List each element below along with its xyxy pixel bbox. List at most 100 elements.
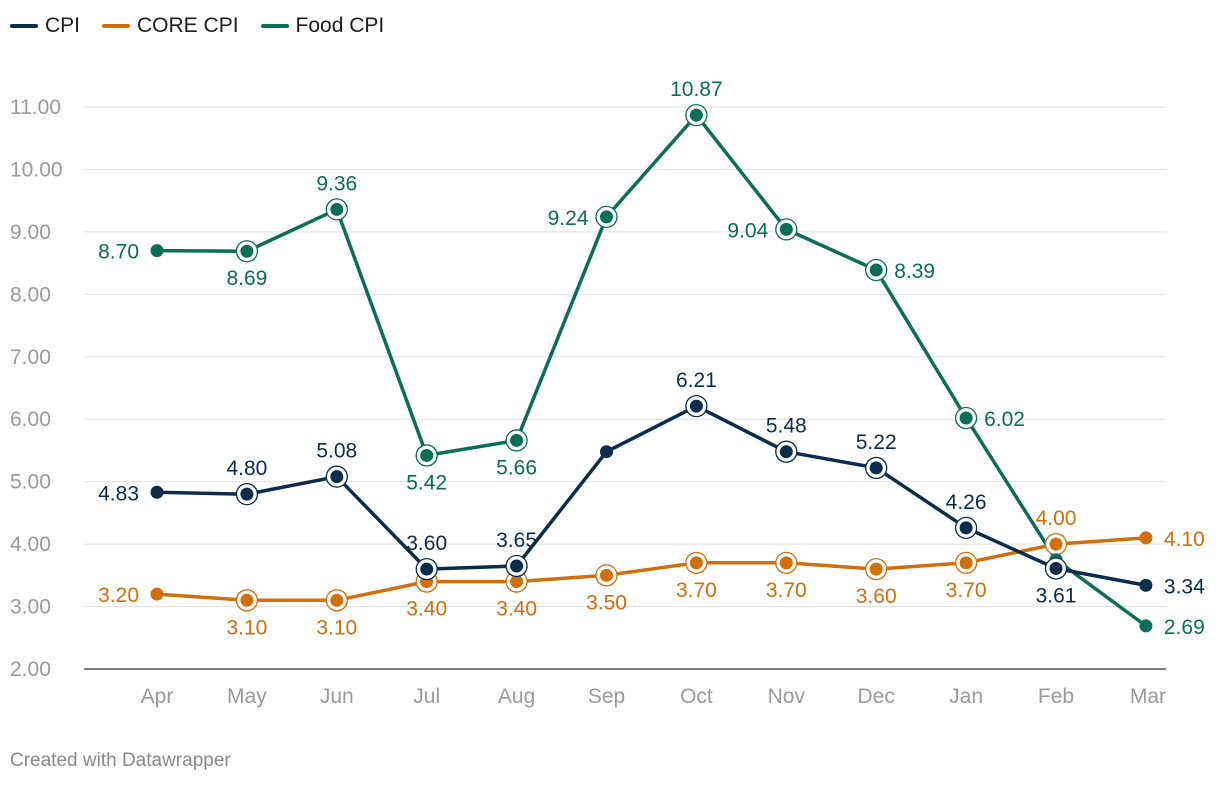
y-axis: 2.00 3.00 4.00 5.00 6.00 7.00 8.00 9.00 10.00 11.… — [10, 96, 1166, 681]
legend-swatch-food-cpi — [260, 24, 289, 28]
legend-item-food-cpi: Food CPI — [260, 14, 385, 38]
data-point-core-cpi — [510, 575, 524, 589]
data-point-cpi — [240, 487, 254, 501]
data-point-food-cpi — [600, 210, 613, 224]
data-label-core-cpi: 3.60 — [856, 585, 897, 608]
data-point-food-cpi — [869, 263, 883, 277]
data-point-cpi — [959, 521, 973, 535]
x-tick-label: Jul — [413, 685, 440, 708]
data-point-cpi — [689, 399, 703, 413]
data-label-cpi: 5.22 — [856, 431, 897, 454]
data-point-cpi — [869, 461, 883, 475]
x-tick-label: Jan — [949, 685, 983, 708]
data-point-core-cpi — [689, 556, 703, 570]
data-label-core-cpi: 3.10 — [316, 616, 357, 639]
data-point-food-cpi — [420, 448, 434, 462]
data-label-food-cpi: 8.69 — [226, 267, 267, 290]
legend-item-core-cpi: CORE CPI — [102, 14, 239, 38]
series-line-cpi — [155, 404, 1148, 588]
data-point-food-cpi — [330, 202, 344, 216]
chart-legend: CPI CORE CPI Food CPI — [10, 14, 384, 38]
data-label-cpi: 5.08 — [316, 440, 357, 463]
data-point-core-cpi — [600, 568, 613, 582]
data-label-core-cpi: 3.50 — [586, 591, 627, 614]
data-label-cpi: 6.21 — [676, 369, 717, 392]
data-point-core-cpi — [779, 556, 793, 570]
data-point-cpi — [330, 470, 344, 484]
data-point-cpi — [150, 485, 164, 499]
data-label-cpi: 3.61 — [1036, 584, 1077, 607]
data-label-food-cpi: 9.04 — [727, 219, 768, 242]
x-tick-label: Apr — [141, 685, 174, 708]
x-tick-label: Oct — [680, 685, 713, 708]
data-label-core-cpi: 4.10 — [1164, 528, 1205, 551]
legend-label-cpi: CPI — [45, 14, 81, 37]
data-label-food-cpi: 8.70 — [98, 241, 139, 264]
x-tick-label: Dec — [858, 685, 895, 708]
data-label-food-cpi: 9.36 — [316, 172, 357, 195]
y-tick-label: 9.00 — [10, 221, 51, 244]
x-tick-label: Mar — [1130, 685, 1166, 708]
data-point-core-cpi — [330, 593, 344, 607]
footer-credit: Created with Datawrapper — [10, 750, 231, 771]
legend-label-food-cpi: Food CPI — [295, 14, 385, 37]
data-label-core-cpi: 3.40 — [406, 598, 447, 621]
data-label-food-cpi: 10.87 — [670, 78, 723, 101]
x-tick-label: May — [227, 685, 267, 708]
data-label-cpi: 4.83 — [98, 482, 139, 505]
data-label-core-cpi: 3.40 — [496, 598, 537, 621]
data-point-cpi — [779, 445, 793, 459]
data-point-cpi — [1139, 578, 1153, 592]
y-tick-label: 4.00 — [10, 533, 51, 556]
data-label-food-cpi: 2.69 — [1164, 616, 1205, 639]
data-point-core-cpi — [150, 587, 164, 601]
y-tick-label: 7.00 — [10, 346, 51, 369]
data-label-cpi: 3.60 — [406, 532, 447, 555]
data-label-cpi: 4.26 — [946, 491, 987, 514]
data-label-food-cpi: 8.39 — [894, 260, 935, 283]
series-line-core-cpi — [155, 536, 1148, 603]
data-point-core-cpi — [240, 593, 254, 607]
y-tick-label: 11.00 — [10, 96, 61, 119]
x-axis: Apr May Jun Jul Aug Sep Oct Nov Dec Jan Feb Mar — [141, 685, 1166, 708]
legend-swatch-cpi — [10, 24, 38, 28]
data-point-core-cpi — [1139, 531, 1153, 545]
data-point-food-cpi — [1139, 619, 1153, 633]
legend-swatch-core-cpi — [102, 24, 131, 28]
legend-label-core-cpi: CORE CPI — [137, 14, 239, 37]
data-point-food-cpi — [689, 108, 703, 122]
x-tick-label: Nov — [768, 685, 806, 708]
data-point-food-cpi — [779, 222, 793, 236]
data-point-food-cpi — [959, 411, 973, 425]
x-tick-label: Sep — [588, 685, 625, 708]
data-label-core-cpi: 3.70 — [676, 579, 717, 602]
data-point-cpi — [1049, 561, 1063, 575]
data-label-food-cpi: 9.24 — [548, 207, 589, 230]
x-tick-label: Feb — [1038, 685, 1074, 708]
data-point-food-cpi — [240, 244, 254, 258]
y-tick-label: 3.00 — [10, 596, 51, 619]
data-point-core-cpi — [869, 562, 883, 576]
data-point-food-cpi — [510, 433, 524, 447]
data-label-food-cpi: 6.02 — [984, 408, 1025, 431]
series-line-food-cpi — [155, 113, 1148, 628]
data-label-cpi: 3.65 — [496, 529, 537, 552]
y-tick-label: 6.00 — [10, 408, 51, 431]
data-label-core-cpi: 4.00 — [1036, 507, 1077, 530]
x-tick-label: Aug — [498, 685, 535, 708]
data-label-core-cpi: 3.70 — [946, 579, 987, 602]
y-tick-label: 8.00 — [10, 283, 51, 306]
data-point-cpi — [420, 562, 434, 576]
data-label-cpi: 3.34 — [1164, 575, 1205, 598]
data-point-core-cpi — [1049, 537, 1063, 551]
data-point-food-cpi — [150, 244, 164, 258]
data-label-food-cpi: 5.42 — [406, 471, 447, 494]
x-tick-label: Jun — [320, 685, 354, 708]
data-label-food-cpi: 5.66 — [496, 456, 537, 479]
legend-item-cpi: CPI — [10, 14, 80, 38]
data-label-core-cpi: 3.70 — [766, 579, 807, 602]
data-label-cpi: 4.80 — [226, 457, 267, 480]
y-tick-label: 10.00 — [10, 158, 63, 181]
data-point-cpi — [600, 445, 613, 459]
